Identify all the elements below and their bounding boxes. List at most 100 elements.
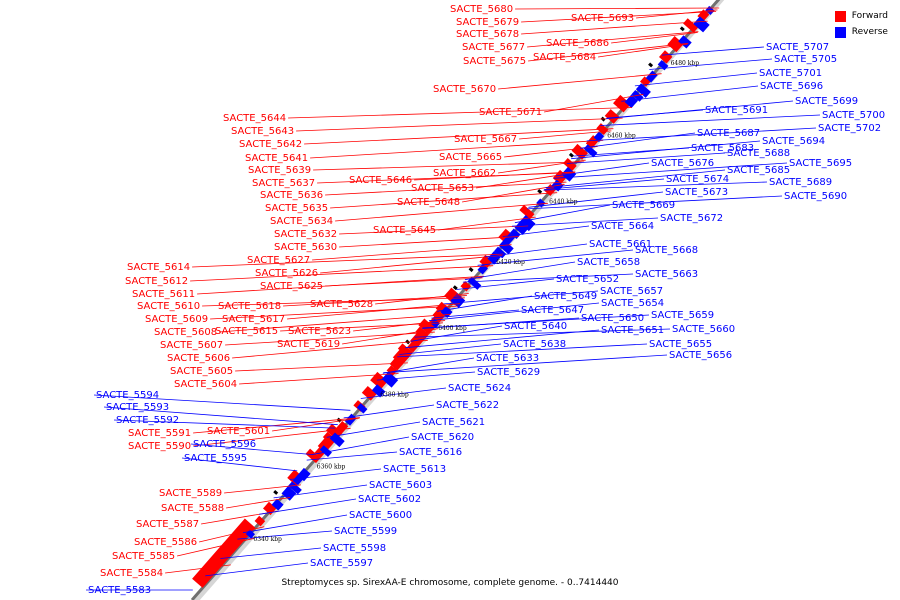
forward-leader-line	[193, 427, 351, 447]
forward-gene	[432, 309, 445, 322]
forward-gene-label: SACTE_5626	[255, 268, 318, 279]
reverse-leader-line	[514, 204, 611, 224]
forward-gene-label: SACTE_5589	[159, 488, 222, 499]
forward-gene-label: SACTE_5680	[450, 4, 513, 15]
forward-leader-line	[527, 31, 699, 48]
reverse-gene-label: SACTE_5638	[503, 339, 566, 350]
reverse-leader-line	[511, 217, 659, 227]
reverse-leader-line	[484, 243, 588, 258]
forward-gene	[683, 18, 699, 33]
axis-tick-label: 6440 kbp	[549, 199, 578, 206]
forward-gene	[370, 371, 388, 390]
axis-tick-label: 6400 kbp	[438, 325, 467, 332]
forward-gene	[659, 50, 673, 64]
forward-leader-line	[232, 339, 428, 359]
forward-leader-line	[598, 43, 688, 58]
legend-reverse: Reverse	[834, 24, 888, 40]
forward-gene-label: SACTE_5628	[310, 299, 373, 310]
reverse-leader-line	[566, 152, 726, 164]
reverse-gene-label: SACTE_5663	[635, 269, 698, 280]
forward-leader-line	[330, 192, 558, 209]
reverse-gene-label: SACTE_5705	[774, 54, 837, 65]
forward-leader-line	[296, 117, 623, 132]
forward-gene-label: SACTE_5646	[349, 175, 412, 186]
forward-leader-line	[528, 42, 689, 62]
reverse-gene-label: SACTE_5613	[383, 464, 446, 475]
reverse-leader-line	[259, 498, 357, 515]
axis-tick-label: 6360 kbp	[317, 464, 346, 471]
forward-leader-line	[519, 130, 612, 140]
forward-leader-line	[339, 225, 529, 235]
reverse-gene-label: SACTE_5707	[766, 42, 829, 53]
reverse-gene-label: SACTE_5640	[504, 321, 567, 332]
reverse-gene-label: SACTE_5655	[649, 339, 712, 350]
forward-leader-line	[498, 73, 662, 90]
reverse-leader-line	[190, 443, 312, 455]
forward-leader-line	[312, 244, 512, 261]
legend: Forward Reverse	[834, 8, 888, 40]
reverse-gene	[271, 498, 284, 511]
reverse-leader-line	[634, 72, 758, 87]
gene-marker	[648, 62, 654, 68]
reverse-gene-label: SACTE_5624	[448, 383, 511, 394]
reverse-leader-line	[606, 109, 704, 119]
reverse-gene-label: SACTE_5600	[349, 510, 412, 521]
reverse-leader-line	[528, 191, 664, 208]
forward-leader-line	[375, 293, 469, 305]
forward-gene-label: SACTE_5591	[128, 428, 191, 439]
reverse-gene-label: SACTE_5688	[727, 148, 790, 159]
reverse-gene-label: SACTE_5701	[759, 68, 822, 79]
reverse-leader-line	[428, 302, 600, 322]
reverse-gene-label: SACTE_5620	[411, 432, 474, 443]
forward-gene-label: SACTE_5644	[223, 113, 286, 124]
reverse-gene	[381, 371, 399, 388]
forward-leader-line	[280, 322, 444, 332]
reverse-gene-label: SACTE_5661	[589, 239, 652, 250]
forward-gene	[460, 280, 472, 292]
caption: Streptomyces sp. SirexAA-E chromosome, c…	[281, 578, 619, 588]
reverse-leader-line	[113, 419, 335, 429]
reverse-leader-line	[383, 354, 668, 374]
reverse-gene	[319, 445, 332, 458]
reverse-gene-label: SACTE_5592	[116, 415, 179, 426]
forward-gene-label: SACTE_5630	[274, 242, 337, 253]
gene-marker	[468, 267, 474, 273]
forward-gene-label: SACTE_5645	[373, 225, 436, 236]
forward-leader-line	[335, 202, 548, 222]
reverse-leader-line	[93, 394, 351, 411]
forward-leader-line	[287, 303, 460, 320]
reverse-gene	[635, 83, 651, 98]
reverse-leader-line	[343, 404, 435, 419]
reverse-gene-label: SACTE_5676	[651, 158, 714, 169]
reverse-gene-label: SACTE_5691	[705, 105, 768, 116]
forward-leader-line	[225, 331, 435, 346]
axis-tick-label: 6480 kbp	[671, 60, 700, 67]
reverse-leader-line	[181, 457, 298, 472]
reverse-gene-label: SACTE_5603	[369, 480, 432, 491]
forward-leader-line	[304, 128, 614, 145]
gene-marker	[568, 152, 574, 158]
reverse-gene-label: SACTE_5658	[577, 257, 640, 268]
reverse-gene	[371, 384, 386, 398]
forward-gene	[389, 357, 404, 371]
forward-gene-label: SACTE_5677	[462, 42, 525, 53]
forward-leader-line	[320, 254, 503, 274]
reverse-gene	[503, 233, 516, 246]
forward-gene-label: SACTE_5617	[222, 314, 285, 325]
forward-leader-line	[202, 297, 465, 307]
gene-marker	[452, 285, 458, 291]
reverse-gene-label: SACTE_5647	[521, 305, 584, 316]
forward-gene-label: SACTE_5636	[260, 190, 323, 201]
forward-gene-label: SACTE_5686	[546, 38, 609, 49]
forward-leader-line	[353, 320, 446, 332]
reverse-leader-line	[205, 562, 309, 577]
reverse-gene	[514, 221, 529, 236]
forward-gene-label: SACTE_5665	[439, 152, 502, 163]
forward-gene-label: SACTE_5637	[252, 178, 315, 189]
reverse-gene	[678, 35, 692, 49]
forward-gene-label: SACTE_5642	[239, 139, 302, 150]
reverse-gene-label: SACTE_5621	[422, 417, 485, 428]
forward-leader-line	[193, 417, 360, 434]
reverse-gene-label: SACTE_5594	[96, 390, 159, 401]
reverse-gene-label: SACTE_5672	[660, 213, 723, 224]
